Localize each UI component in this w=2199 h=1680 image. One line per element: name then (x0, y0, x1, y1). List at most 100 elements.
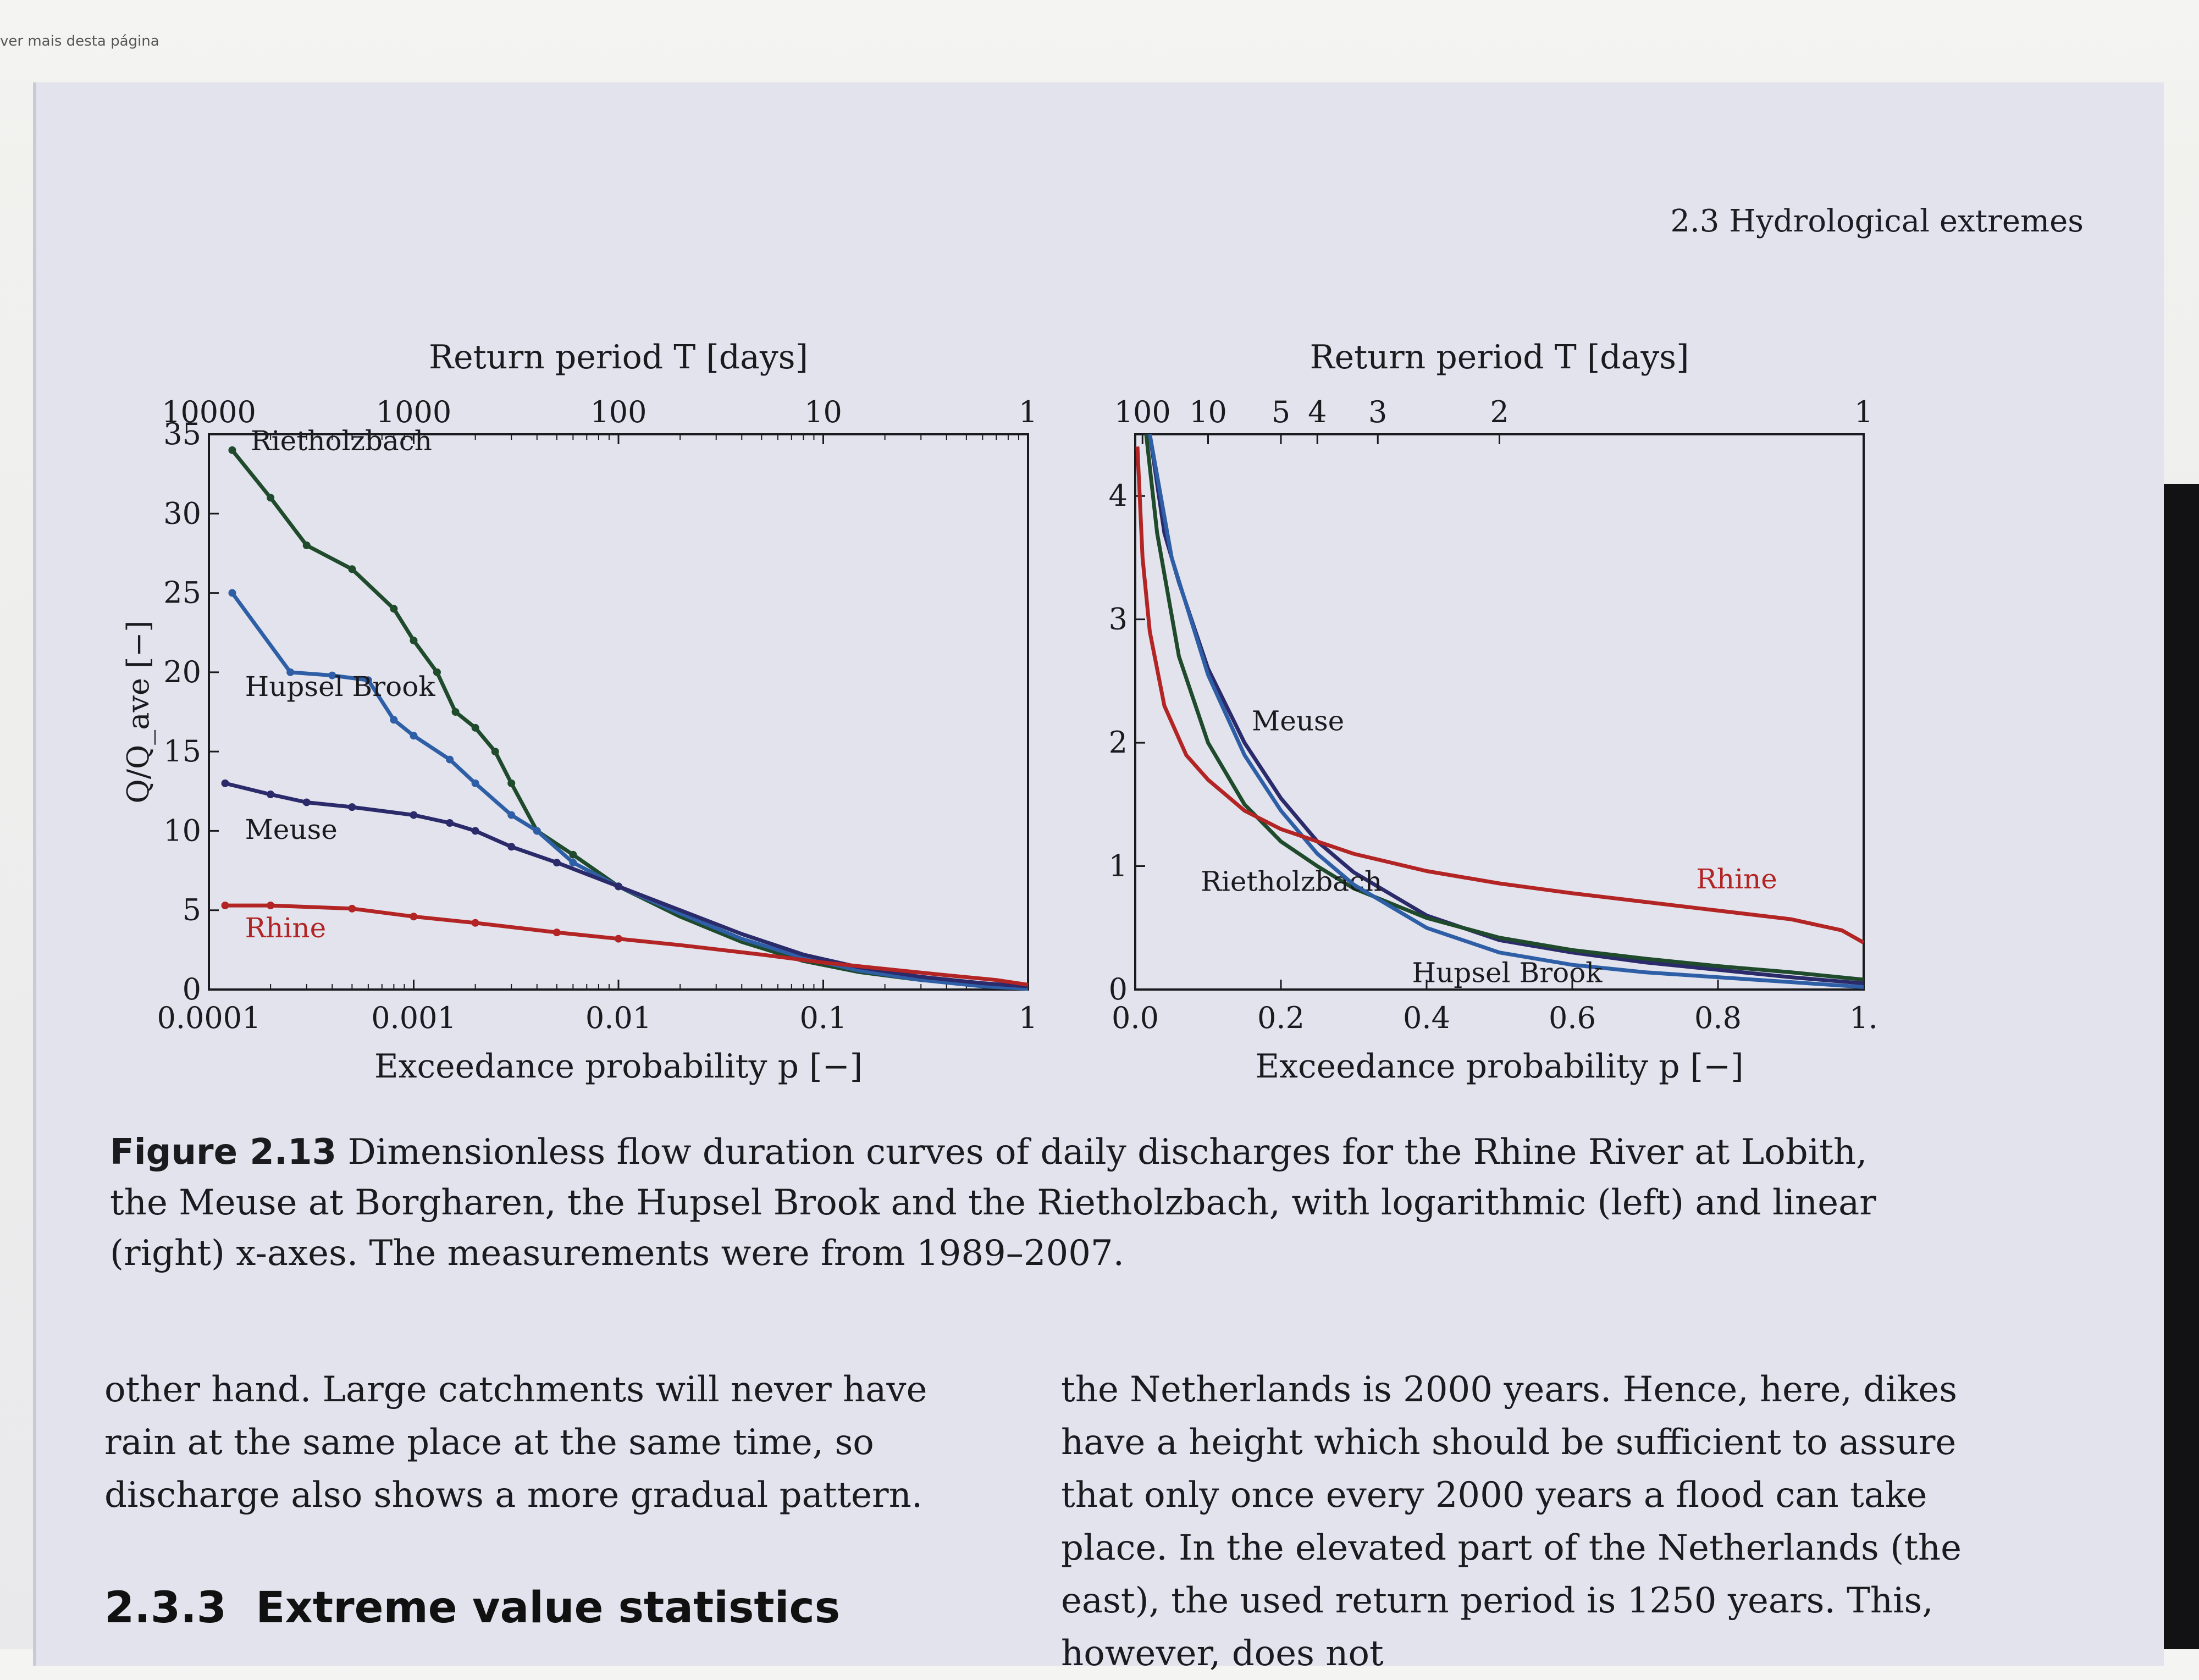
x-tick-label: 0.6 (1549, 1001, 1596, 1035)
series-line-rietholzbach (1144, 434, 1864, 982)
y-axis-title: Q/Q_ave [−] (121, 621, 156, 804)
top-axis-title: Return period T [days] (429, 338, 808, 377)
series-label-rietholzbach: Rietholzbach (1201, 865, 1382, 897)
browser-fragment: ver mais desta página (0, 33, 159, 49)
y-tick-label: 10 (163, 813, 201, 848)
series-point (471, 919, 479, 927)
section-number: 2.3.3 (104, 1583, 227, 1633)
series-line-hupsel-brook (230, 592, 1029, 991)
body-text-left: other hand. Large catchments will never … (104, 1369, 927, 1516)
series-point (286, 668, 295, 676)
top-tick-label: 5 (1272, 395, 1290, 429)
series-point (302, 541, 311, 549)
figure-caption: Figure 2.13 Dimensionless flow duration … (110, 1127, 1935, 1279)
x-tick-label: 1. (1849, 1001, 1878, 1035)
y-tick-label: 25 (163, 576, 201, 610)
series-point (507, 843, 516, 851)
series-label-hupsel-brook: Hupsel Brook (245, 671, 436, 703)
caption-text: Dimensionless flow duration curves of da… (110, 1132, 1876, 1274)
caption-label: Figure 2.13 (110, 1132, 337, 1173)
x-axis-title: Exceedance probability p [−] (1255, 1047, 1743, 1086)
series-point (471, 827, 479, 835)
series-line-meuse (224, 781, 1029, 988)
series-point (221, 902, 229, 910)
x-tick-label: 0.4 (1403, 1001, 1450, 1035)
y-tick-label: 35 (163, 417, 201, 451)
x-tick-label: 0.0001 (157, 1001, 261, 1035)
section-title: Extreme value statistics (256, 1583, 841, 1633)
series-line-rhine (225, 903, 1029, 987)
series-point (471, 723, 479, 732)
top-tick-label: 10 (1189, 395, 1227, 429)
series-point (390, 605, 398, 613)
top-tick-label: 10 (804, 395, 842, 429)
series-point (221, 779, 229, 787)
series-point (328, 671, 336, 679)
book-page (33, 82, 2164, 1666)
series-line-rhine (1135, 446, 1865, 944)
x-tick-label: 0.01 (585, 1001, 651, 1035)
x-tick-label: 0.2 (1257, 1001, 1305, 1035)
chart-left-log: 0.0001 0.001 0.01 0.1 10 5 10 15 20 25 30 35 1000 0 10… (121, 338, 1037, 1086)
series-label-rhine: Rhine (1696, 863, 1777, 895)
x-tick-label: 0.1 (800, 1001, 847, 1035)
y-tick-label: 15 (163, 734, 201, 769)
series-point (491, 748, 499, 756)
top-tick-label: 4 (1308, 395, 1327, 429)
series-label-meuse: Meuse (1252, 705, 1344, 737)
series-point (410, 732, 418, 740)
plot-frame (1134, 433, 1865, 991)
series-point (364, 676, 372, 684)
series-line-hupsel-brook (1148, 434, 1864, 989)
y-tick-label: 0 (183, 972, 201, 1007)
series-point (433, 668, 441, 676)
series-point (390, 716, 398, 724)
series-point (410, 913, 418, 921)
top-axis-title: Return period T [days] (1310, 338, 1689, 377)
series-point (446, 819, 454, 827)
top-tick-label: 1000 (376, 395, 451, 429)
y-tick-label: 0 (1109, 972, 1128, 1007)
top-tick-label: 2 (1490, 395, 1509, 429)
series-point (267, 494, 275, 502)
x-axis-title: Exceedance probability p [−] (374, 1047, 863, 1086)
series-point (348, 904, 356, 913)
series-point (348, 803, 356, 811)
series-point (615, 935, 622, 943)
y-tick-label: 20 (163, 655, 201, 689)
section-heading: 2.3.3 Extreme value statistics (104, 1583, 840, 1633)
series-point (569, 850, 577, 859)
series-point (552, 929, 561, 937)
top-tick-label: 1 (1854, 395, 1873, 429)
series-label-meuse: Meuse (245, 814, 338, 845)
series-point (228, 589, 236, 597)
series-point (615, 882, 622, 891)
top-tick-label: 100 (1114, 395, 1171, 429)
y-tick-label: 1 (1109, 849, 1128, 883)
top-tick-label: 100 (590, 395, 647, 429)
series-label-rhine: Rhine (245, 912, 327, 944)
series-point (446, 755, 454, 764)
series-point (451, 708, 460, 716)
series-point (552, 859, 561, 867)
series-point (267, 791, 275, 799)
series-point (507, 779, 516, 787)
top-tick-label: 3 (1368, 395, 1387, 429)
y-tick-label: 5 (183, 893, 201, 927)
top-tick-label: 1 (1019, 395, 1037, 429)
y-tick-label: 2 (1109, 725, 1128, 760)
x-tick-label: 0.001 (371, 1001, 456, 1035)
series-point (410, 637, 418, 645)
y-tick-label: 4 (1109, 478, 1128, 513)
series-point (569, 859, 577, 867)
y-tick-label: 30 (163, 496, 201, 530)
x-tick-label: 0.8 (1694, 1001, 1742, 1035)
series-point (471, 779, 479, 787)
series-label-hupsel-brook: Hupsel Brook (1412, 957, 1603, 989)
running-header: 2.3 Hydrological extremes (1670, 203, 2084, 239)
series-point (228, 446, 236, 454)
x-tick-label: 0.0 (1112, 1001, 1159, 1035)
series-point (507, 811, 516, 819)
